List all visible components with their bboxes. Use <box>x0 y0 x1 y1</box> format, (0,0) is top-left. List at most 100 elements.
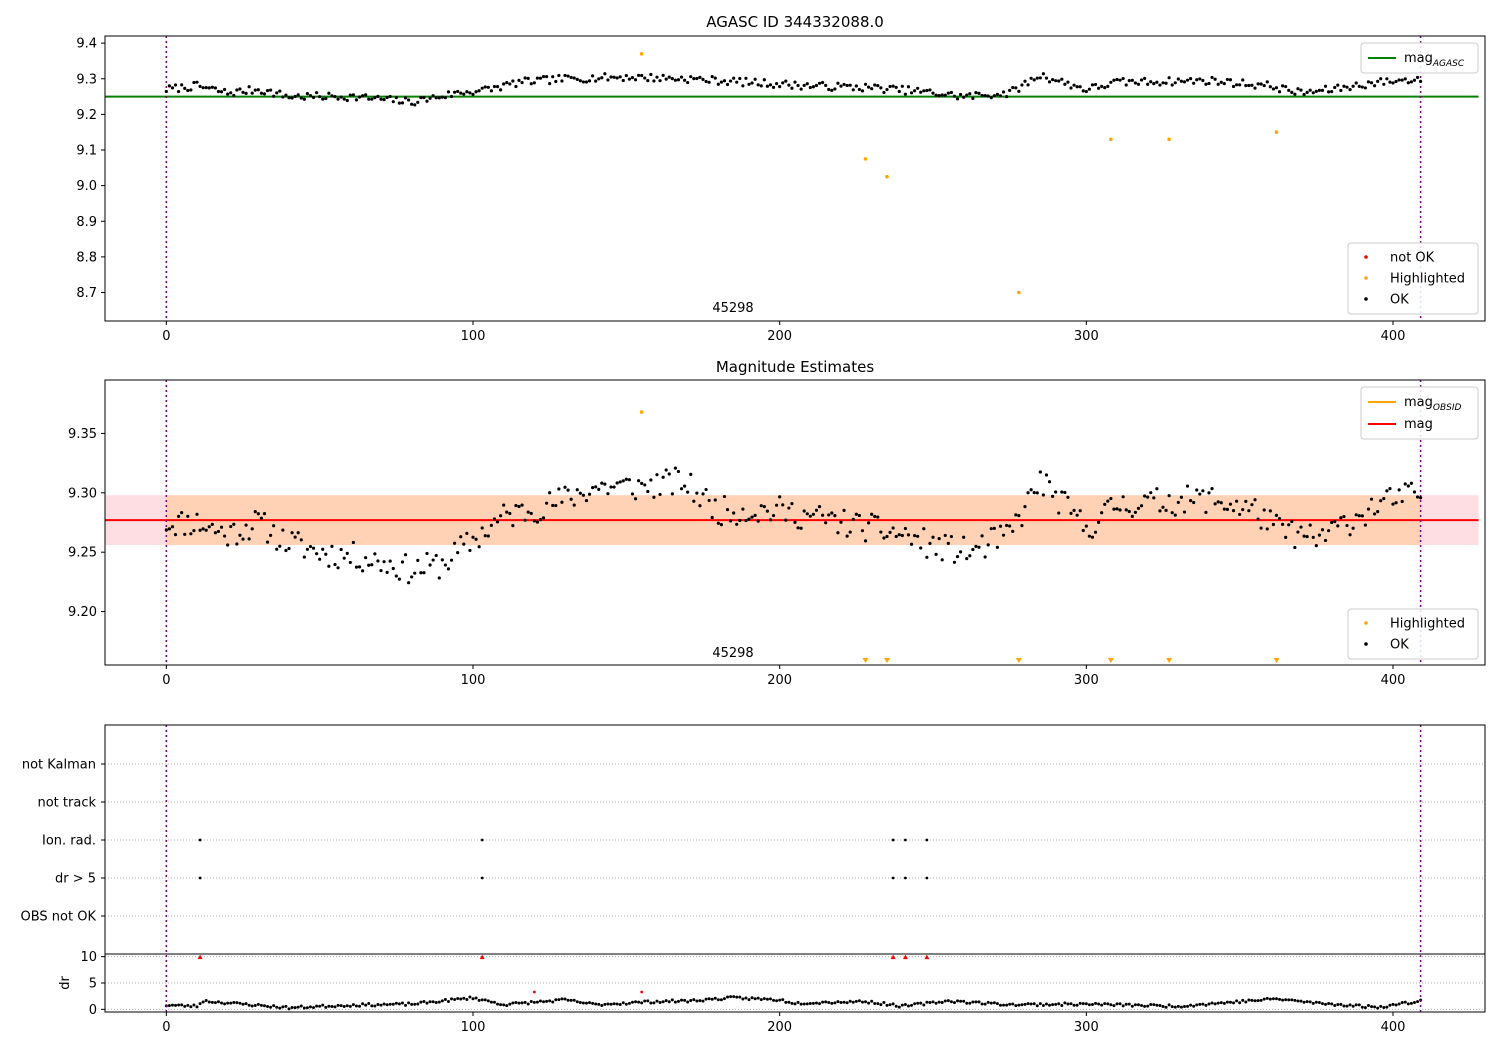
tick-labels: not Kalman not track Ion. rad. dr > 5 OBS no… <box>21 758 1406 1036</box>
legend-label: OK <box>1390 638 1409 653</box>
ok-point <box>701 77 705 81</box>
ok-point <box>1222 82 1226 86</box>
ok-point <box>241 90 245 94</box>
dr-ok-point <box>1244 1000 1248 1004</box>
dr-ok-point <box>1354 1003 1358 1007</box>
flags-and-dr-panel: not Kalman not track Ion. rad. dr > 5 OBS no… <box>21 724 1486 1036</box>
dr-ok-point <box>916 1001 920 1005</box>
dr-ok-point <box>922 1003 926 1007</box>
dr-ok-point <box>910 1003 914 1007</box>
dr-ok-point <box>646 999 650 1003</box>
dr-ok-point <box>1127 1002 1131 1006</box>
dr-ok-point <box>652 1001 656 1005</box>
ok-point <box>173 83 178 87</box>
ok-point <box>1271 87 1275 91</box>
ok-point <box>1299 525 1303 529</box>
dr-ok-point <box>220 1001 224 1005</box>
dr-ok-point <box>836 1000 840 1004</box>
ok-point <box>698 75 702 79</box>
ok-point <box>747 517 751 521</box>
ok-point <box>262 512 267 516</box>
ok-point <box>422 95 426 100</box>
legend-box <box>1347 242 1479 315</box>
ok-point <box>603 72 607 76</box>
ok-point <box>719 80 724 84</box>
ok-point <box>183 532 187 536</box>
ok-point <box>1136 506 1141 510</box>
ok-point <box>732 76 736 80</box>
ok-point <box>226 543 230 547</box>
ok-point <box>354 98 359 102</box>
dr-ok-point <box>1271 997 1275 1001</box>
dr-ok-point <box>342 1005 346 1009</box>
ok-point <box>1112 78 1116 82</box>
ok-point <box>1207 491 1211 495</box>
ok-point <box>1204 82 1208 86</box>
y-tick-label: 9.1 <box>76 144 97 159</box>
dr-ok-point <box>649 1001 653 1005</box>
legend-marker-swatch <box>1364 621 1368 625</box>
ok-point <box>1023 79 1027 83</box>
dr-ok-point <box>1103 1002 1107 1006</box>
ok-point <box>563 485 567 489</box>
panel-title: AGASC ID 344332088.0 <box>706 13 884 31</box>
ok-point <box>1333 520 1337 524</box>
dr-ok-point <box>204 998 208 1002</box>
ok-point <box>526 76 530 80</box>
dr-ok-point <box>621 1001 625 1005</box>
ok-point <box>1265 527 1269 531</box>
ok-point <box>876 515 880 519</box>
ok-point <box>164 89 168 94</box>
ok-point <box>839 520 843 524</box>
ok-point <box>799 526 803 530</box>
ok-point <box>980 534 984 538</box>
ok-point <box>379 97 383 101</box>
dr-ok-point <box>471 997 475 1001</box>
ok-point <box>839 84 843 88</box>
dr-ok-point <box>624 1002 628 1006</box>
dr-ok-point <box>977 1000 981 1004</box>
dr-ok-point <box>259 1003 263 1007</box>
dr-ok-point <box>1035 1004 1039 1008</box>
ok-point <box>937 536 941 541</box>
ok-point <box>1109 80 1113 84</box>
dr-ok-point <box>759 998 763 1002</box>
dr-ok-point <box>787 1000 791 1004</box>
ok-point <box>1192 500 1196 505</box>
dr-ok-point <box>1201 1002 1205 1006</box>
ok-point <box>548 491 552 495</box>
ok-point <box>1130 78 1134 82</box>
dr-ok-point <box>1403 1000 1407 1004</box>
ok-point <box>532 81 536 85</box>
dr-ok-point <box>213 1001 217 1005</box>
y-tick-label: 9.2 <box>76 108 97 123</box>
dr-ok-point <box>278 1006 282 1010</box>
x-tick-label: 100 <box>461 1020 486 1035</box>
ok-point <box>771 85 776 89</box>
ok-point <box>796 83 800 88</box>
ok-point <box>667 472 671 476</box>
ok-point <box>971 96 975 101</box>
dr-ok-point <box>640 1001 644 1005</box>
ok-point <box>492 84 497 89</box>
ok-point <box>502 503 506 507</box>
dr-ok-point <box>1136 1003 1140 1007</box>
ok-point <box>633 78 638 82</box>
dr-ok-point <box>180 1003 184 1007</box>
ok-point <box>1189 77 1193 81</box>
ok-point <box>1060 490 1064 494</box>
dr-ok-point <box>299 1004 303 1008</box>
dr-ok-point <box>1026 1002 1030 1006</box>
ok-point <box>284 548 288 553</box>
dr-ok-point <box>839 1001 843 1005</box>
ok-point <box>560 500 564 504</box>
dr-ok-point <box>250 1004 254 1008</box>
dr-ok-point <box>244 1002 248 1006</box>
dr-ok-point <box>1210 1001 1214 1005</box>
ok-point <box>857 87 862 92</box>
ok-point <box>1100 511 1104 515</box>
ok-point <box>1066 80 1070 84</box>
dr-ok-point <box>1130 1004 1134 1008</box>
ok-point <box>253 88 257 92</box>
ok-point <box>741 507 745 511</box>
